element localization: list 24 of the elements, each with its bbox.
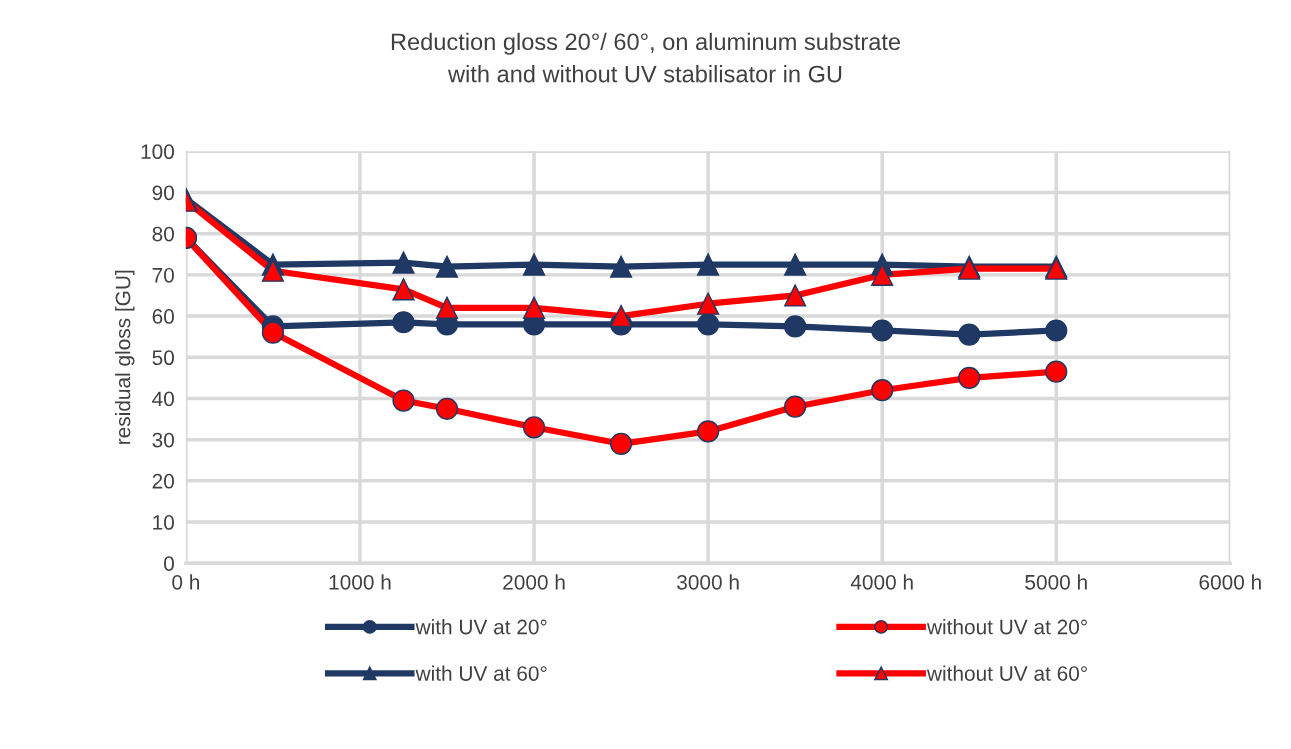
x-tick-label: 0 h: [172, 574, 200, 590]
y-tick-label: 50: [152, 350, 174, 366]
x-tick-label: 6000 h: [1199, 574, 1261, 590]
legend-label: without UV at 60°: [926, 665, 1087, 681]
y-tick-label: 40: [152, 391, 174, 407]
y-tick-label: 80: [152, 226, 174, 242]
legend-label: without UV at 20°: [926, 619, 1087, 635]
x-tick-label: 3000 h: [677, 574, 739, 590]
y-tick-label: 70: [152, 267, 174, 283]
x-tick-label: 1000 h: [329, 574, 391, 590]
x-tick-label: 2000 h: [503, 574, 565, 590]
y-tick-label: 100: [141, 144, 174, 160]
y-tick-label: 0: [164, 556, 174, 571]
y-tick-label: 90: [152, 185, 174, 201]
x-tick-label: 4000 h: [850, 574, 913, 590]
y-tick-label: 30: [152, 432, 174, 448]
chart-title: Reduction gloss 20°/ 60°, on aluminum substrate with and without UV stabilisator in GU: [391, 32, 900, 83]
y-tick-label: 20: [152, 473, 174, 489]
legend-label: with UV at 60°: [415, 665, 547, 681]
y-tick-label: 60: [152, 309, 174, 324]
y-tick-label: 10: [153, 515, 174, 530]
y-axis-title: residual gloss [GU]: [115, 270, 135, 444]
legend-label: with UV at 20°: [415, 619, 547, 635]
x-tick-label: 5000 h: [1025, 574, 1087, 590]
